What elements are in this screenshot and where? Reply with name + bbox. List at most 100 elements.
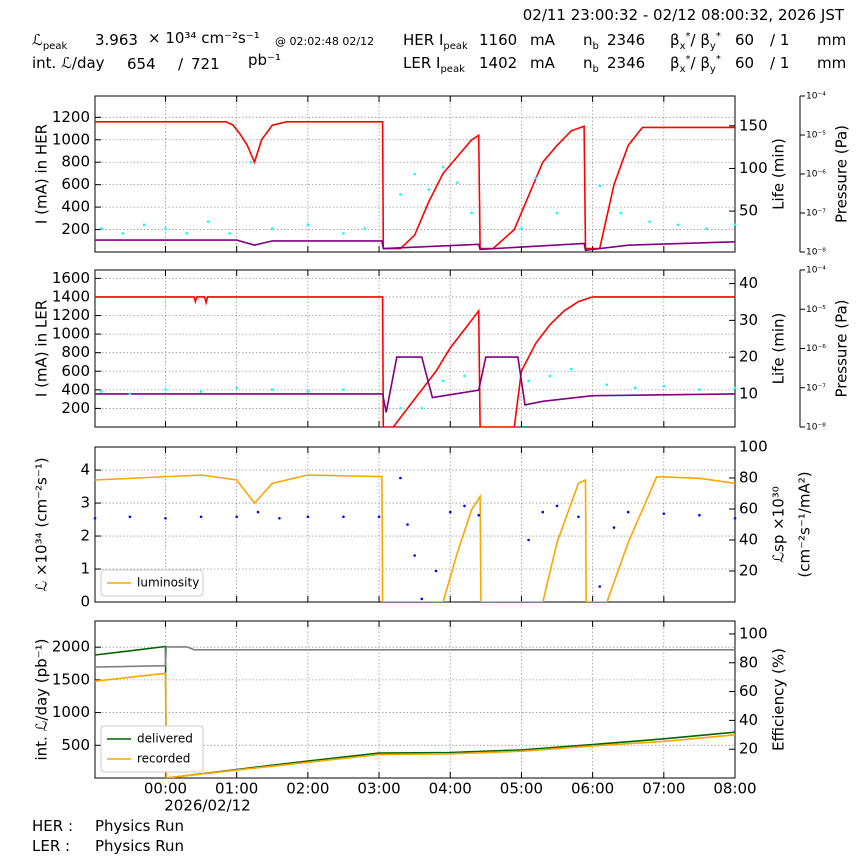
data-point xyxy=(164,388,167,391)
x-tick-label: 06:00 xyxy=(571,780,614,798)
data-point xyxy=(256,510,260,514)
legend-box xyxy=(100,725,204,773)
y2-axis-label: (cm⁻²s⁻¹/mA²) xyxy=(796,471,814,577)
lumi-peak-value: 3.963 xyxy=(95,31,138,49)
ring-current: 1160 xyxy=(479,31,517,49)
data-point xyxy=(605,383,609,386)
footer-value: Physics Run xyxy=(95,817,185,835)
footer-label: HER : xyxy=(32,817,74,835)
text: mA xyxy=(530,54,555,72)
data-point xyxy=(527,538,530,542)
series-line xyxy=(95,672,735,778)
y-axis-label: ℒ ×10³⁴ (cm⁻²s⁻¹) xyxy=(33,457,51,591)
bunches: 2346 xyxy=(607,54,645,72)
data-point xyxy=(377,515,381,519)
data-point xyxy=(456,181,459,184)
y-tick-label: 1200 xyxy=(52,108,90,126)
data-point xyxy=(93,517,97,520)
data-point xyxy=(463,374,466,378)
y3-axis-label: Pressure (Pa) xyxy=(833,299,851,397)
y2-tick-label: 30 xyxy=(739,311,758,329)
text: y xyxy=(709,64,716,75)
data-point xyxy=(626,510,630,514)
data-point xyxy=(612,526,616,529)
text: / β xyxy=(690,54,710,72)
data-point xyxy=(662,512,666,515)
text: / 1 xyxy=(770,31,790,49)
data-point xyxy=(441,165,445,169)
y2-tick-label: 100 xyxy=(739,438,768,456)
y2-tick-label: 20 xyxy=(739,348,758,366)
data-point xyxy=(406,523,409,526)
lumi-peak-time: @ 02:02:48 02/12 xyxy=(275,35,375,48)
beta-label: βx*/ βy* xyxy=(670,28,721,56)
y2-tick-label: 40 xyxy=(739,711,758,729)
plot-frame xyxy=(94,95,736,253)
int-lumi-first: 654 xyxy=(127,55,156,73)
data-point xyxy=(448,510,452,514)
legend-label: luminosity xyxy=(137,576,199,590)
beta-unit: mm xyxy=(817,31,846,49)
y-tick-label: 1500 xyxy=(52,670,90,688)
y-tick-label: 0 xyxy=(80,593,90,611)
y-tick-label: 3 xyxy=(80,494,90,512)
y-axis-label: I (mA) in HER xyxy=(33,124,51,224)
text: peak xyxy=(440,64,465,75)
data-point xyxy=(520,227,523,230)
ring-unit: mA xyxy=(530,54,555,72)
series-line xyxy=(95,645,735,778)
text: peak xyxy=(443,41,468,52)
data-point xyxy=(541,510,545,514)
text: 2346 xyxy=(607,31,646,49)
data-point xyxy=(434,569,438,573)
y3-tick-label: 10⁻⁸ xyxy=(806,248,826,258)
text: * xyxy=(715,54,721,65)
data-point xyxy=(100,390,103,393)
data-point xyxy=(399,193,402,196)
y-tick-label: 600 xyxy=(61,362,90,380)
y-tick-label: 2 xyxy=(80,527,90,545)
data-point xyxy=(548,374,552,378)
y3-tick-label: 10⁻⁷ xyxy=(806,209,826,219)
data-point xyxy=(598,184,602,188)
series-line xyxy=(95,356,735,413)
footer-value: Physics Run xyxy=(95,837,185,855)
text: mm xyxy=(817,54,847,72)
y2-axis-label: Efficiency (%) xyxy=(770,648,788,751)
text: * xyxy=(685,54,691,65)
data-point xyxy=(413,554,416,557)
y-tick-label: 800 xyxy=(61,153,90,171)
y-tick-label: 400 xyxy=(61,198,90,216)
data-point xyxy=(648,220,651,223)
y-tick-label: 200 xyxy=(61,399,90,417)
y3-tick-label: 10⁻⁵ xyxy=(806,131,826,141)
y-tick-label: 4 xyxy=(80,461,90,479)
text: / β xyxy=(690,31,710,49)
y2-tick-label: 80 xyxy=(739,469,758,487)
data-point xyxy=(733,517,737,520)
y-axis-label: int. ℒ/day (pb⁻¹) xyxy=(33,639,51,761)
x-tick-label: 07:00 xyxy=(642,780,685,798)
y2-tick-label: 20 xyxy=(739,562,758,580)
data-point xyxy=(399,406,402,410)
data-point xyxy=(427,188,431,191)
y2-tick-label: 80 xyxy=(739,653,758,671)
y-tick-label: 1 xyxy=(80,560,90,578)
legend-label: recorded xyxy=(137,752,190,766)
data-point xyxy=(235,386,238,390)
plot-frame xyxy=(94,269,736,428)
data-point xyxy=(698,388,701,391)
data-point xyxy=(441,379,445,383)
bunches: 2346 xyxy=(607,31,645,49)
data-point xyxy=(164,227,167,230)
y2-tick-label: 60 xyxy=(739,500,758,518)
footer-label: LER : xyxy=(32,837,71,855)
x-tick-label: 04:00 xyxy=(429,780,472,798)
y-tick-label: 800 xyxy=(61,343,90,361)
y3-tick-label: 10⁻⁷ xyxy=(806,383,826,393)
y-tick-label: 200 xyxy=(61,220,90,238)
text: n xyxy=(583,54,593,72)
text: 1160 xyxy=(479,31,518,49)
data-point xyxy=(733,386,737,390)
x-tick-label: 01:00 xyxy=(215,780,258,798)
